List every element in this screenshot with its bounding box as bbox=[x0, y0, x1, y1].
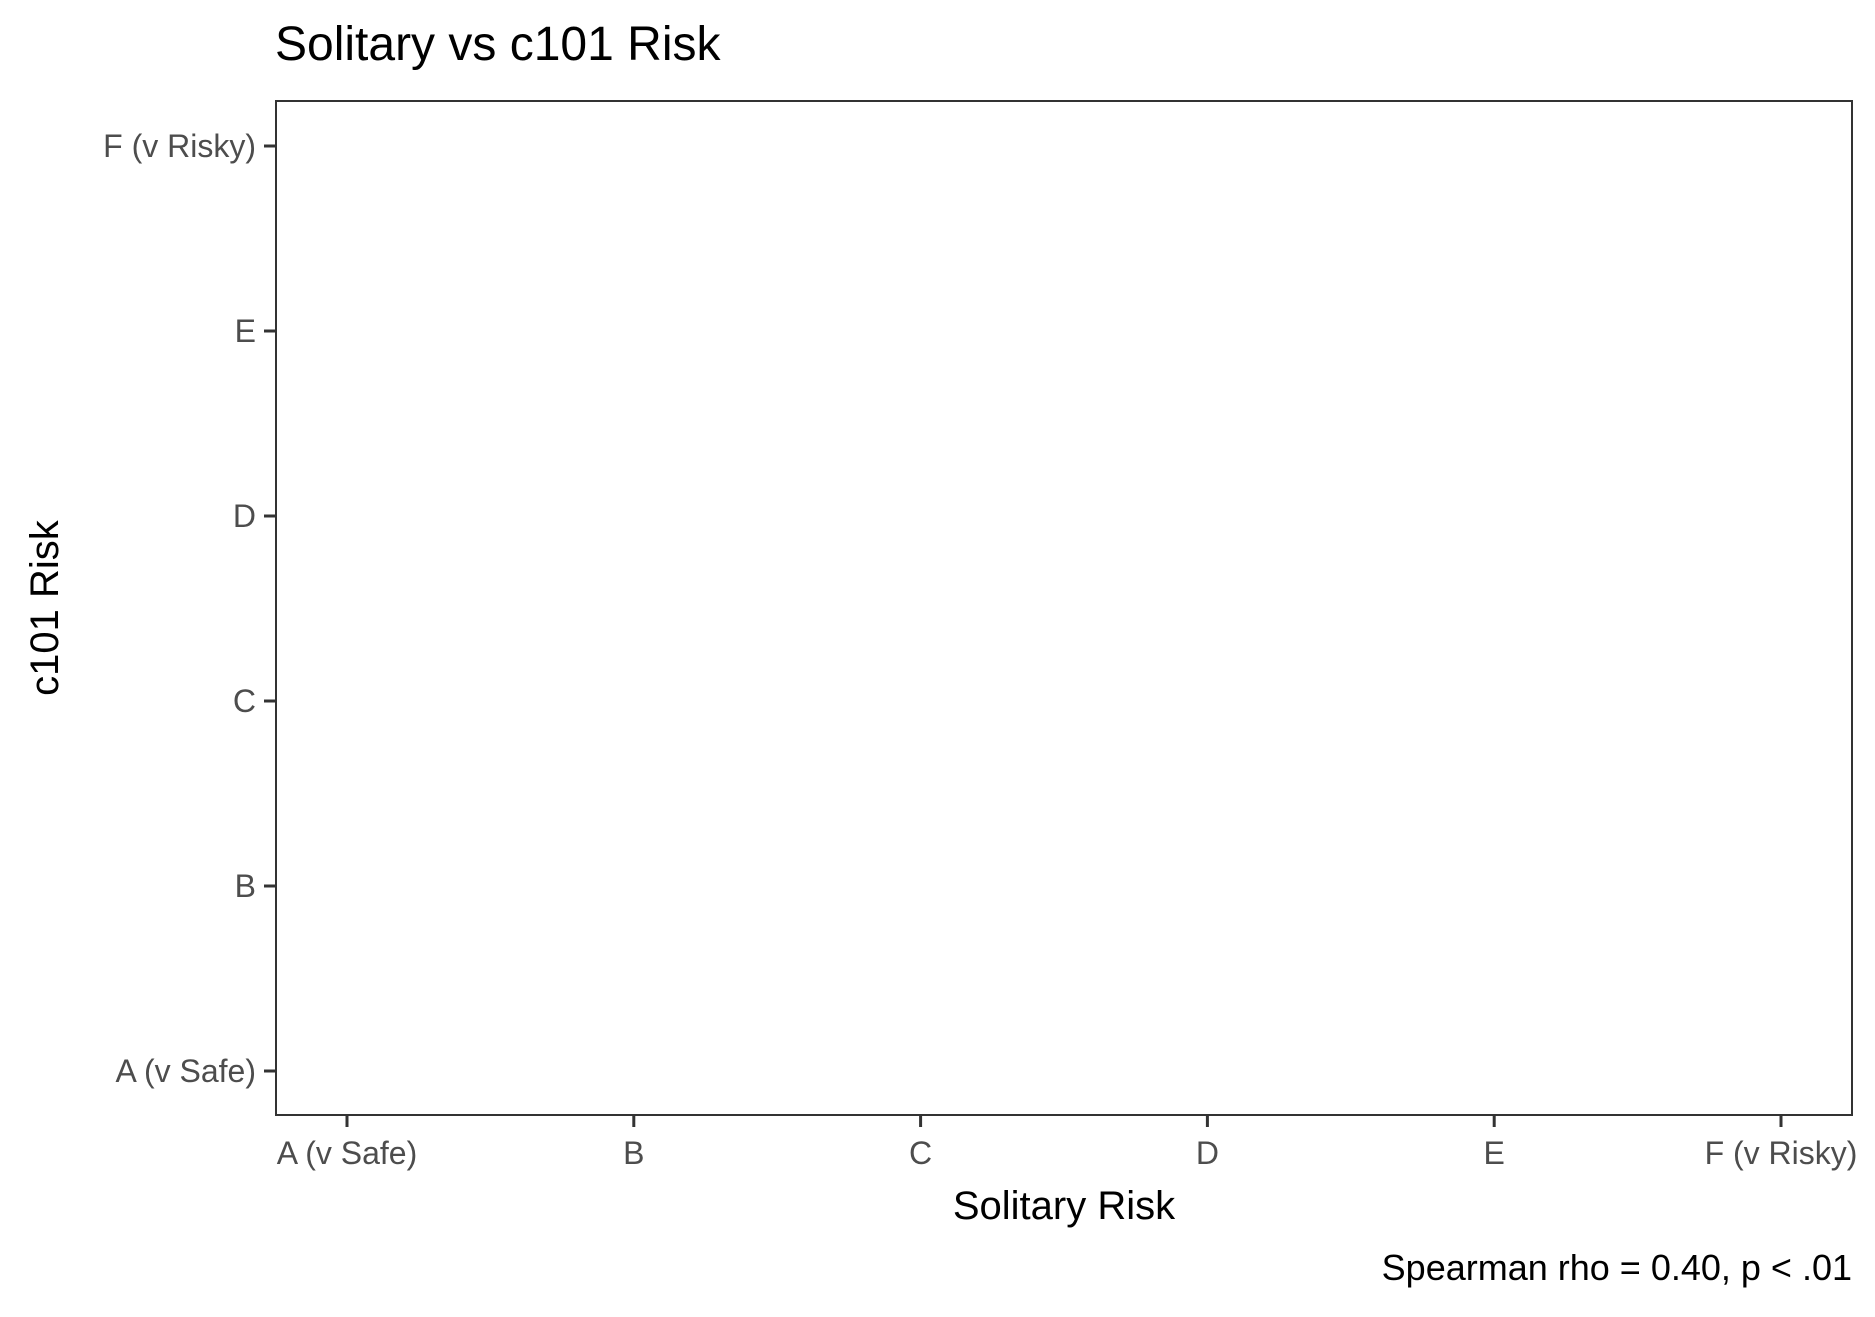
y-tick-label: F (v Risky) bbox=[103, 128, 256, 164]
x-tick-label: F (v Risky) bbox=[1705, 1135, 1858, 1171]
chart-title: Solitary vs c101 Risk bbox=[275, 18, 721, 71]
plot-panel bbox=[275, 100, 1853, 1116]
chart-caption: Spearman rho = 0.40, p < .01 bbox=[1382, 1247, 1852, 1288]
x-tick-label: C bbox=[909, 1135, 932, 1171]
y-tick-label: C bbox=[233, 683, 256, 719]
x-tick-label: E bbox=[1484, 1135, 1505, 1171]
x-tick-label: D bbox=[1196, 1135, 1219, 1171]
y-axis: A (v Safe) B C D E F (v Risky) bbox=[103, 128, 276, 1089]
x-tick-label: B bbox=[623, 1135, 644, 1171]
x-axis-title: Solitary Risk bbox=[953, 1184, 1176, 1228]
y-tick-label: D bbox=[233, 498, 256, 534]
y-axis-title: c101 Risk bbox=[23, 519, 67, 696]
y-tick-label: E bbox=[235, 313, 256, 349]
x-axis: A (v Safe) B C D E F (v Risky) bbox=[277, 1115, 1858, 1171]
y-tick-label: A (v Safe) bbox=[116, 1053, 257, 1089]
x-tick-label: A (v Safe) bbox=[277, 1135, 418, 1171]
y-tick-label: B bbox=[235, 868, 256, 904]
